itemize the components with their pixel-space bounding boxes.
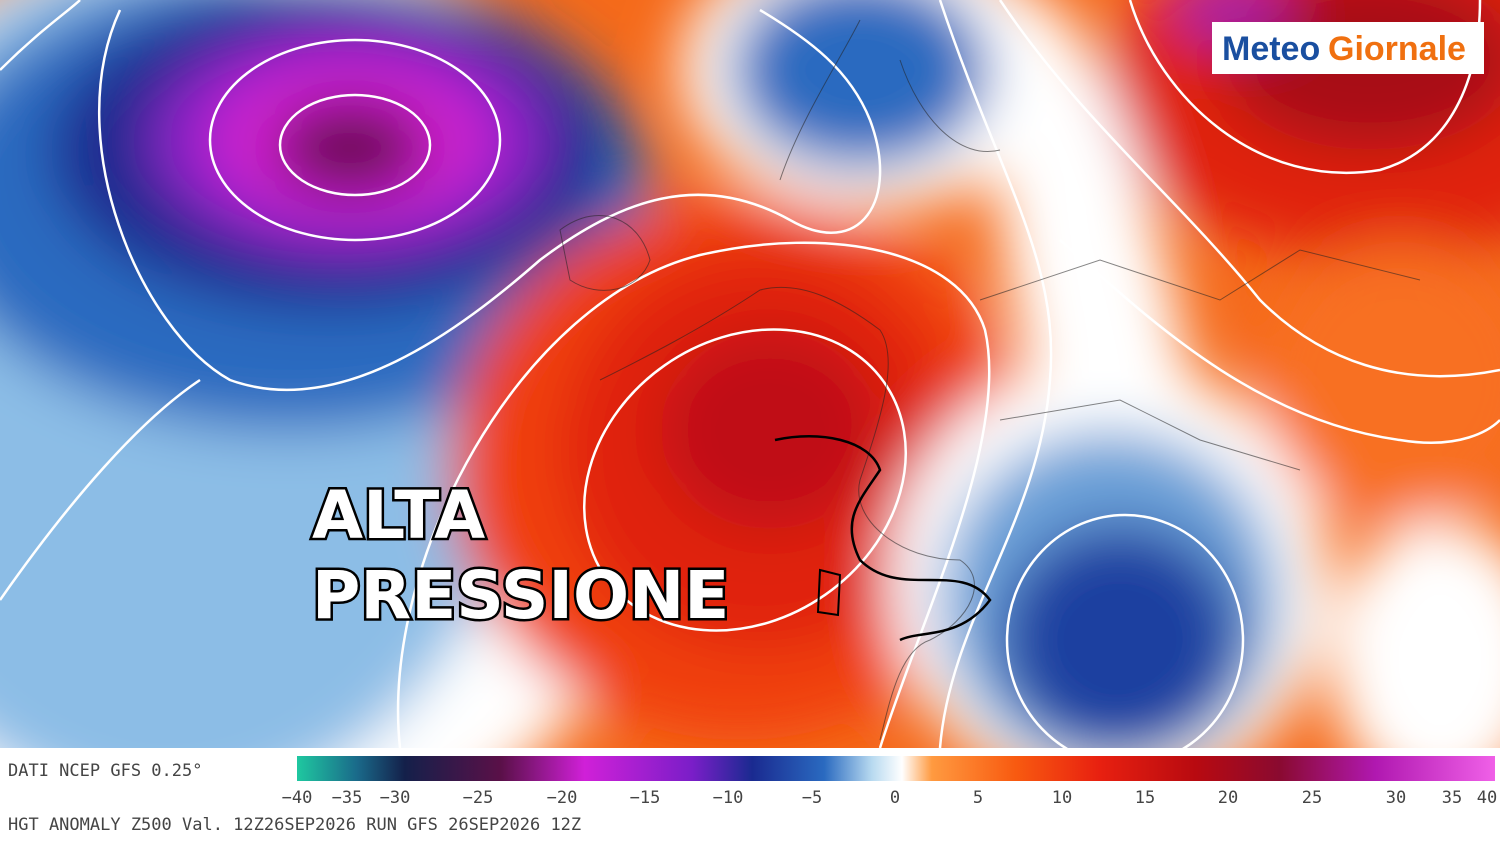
colorbar-label: −40 [282,788,313,808]
colorbar-label: −5 [802,788,822,808]
contour [1128,0,1482,175]
logo-text: Meteo [1222,30,1320,68]
colorbar-label: 30 [1386,788,1406,808]
contour [278,93,432,197]
contour [1005,513,1245,748]
colorbar-label: 5 [973,788,983,808]
colorbar [297,756,1495,781]
source-label: DATI NCEP GFS 0.25° [8,761,202,781]
border [979,249,1421,471]
italy-outline [774,435,992,642]
colorbar-label: 10 [1052,788,1072,808]
contour [1059,239,1500,444]
colorbar-label: −15 [630,788,661,808]
logo-text: Giornale [1328,30,1466,68]
sardinia-outline [816,568,842,617]
colorbar-label: −20 [547,788,578,808]
contours [0,0,1500,748]
colorbar-label: 25 [1302,788,1322,808]
contour [0,0,201,601]
colorbar-label: −30 [380,788,411,808]
contour [396,241,991,748]
logo-box [1212,22,1484,74]
contour [98,8,882,391]
description: HGT ANOMALY Z500 Val. 12Z26SEP2026 RUN G… [8,815,581,835]
colorbar-label: 40 [1477,788,1497,808]
coastline [559,215,651,291]
coastline [599,286,975,741]
contour [208,38,502,242]
coastline [779,19,1001,181]
colorbar-label: −25 [463,788,494,808]
colorbar-label: 35 [1442,788,1462,808]
headline: ALTA [312,477,485,554]
colorbar-label: 0 [890,788,900,808]
coastlines [559,19,1421,741]
contour [938,0,1053,748]
headline: PRESSIONE [312,557,729,634]
colorbar-label: −10 [713,788,744,808]
contour [583,328,907,632]
colorbar-label: 20 [1218,788,1238,808]
colorbar-labels: −40 −35 −30 −25 −20 −15 −10 −5 0 5 10 15 20 25 30 35 40 [282,788,1498,808]
colorbar-label: −35 [332,788,363,808]
colorbar-label: 15 [1135,788,1155,808]
contour [998,0,1500,378]
